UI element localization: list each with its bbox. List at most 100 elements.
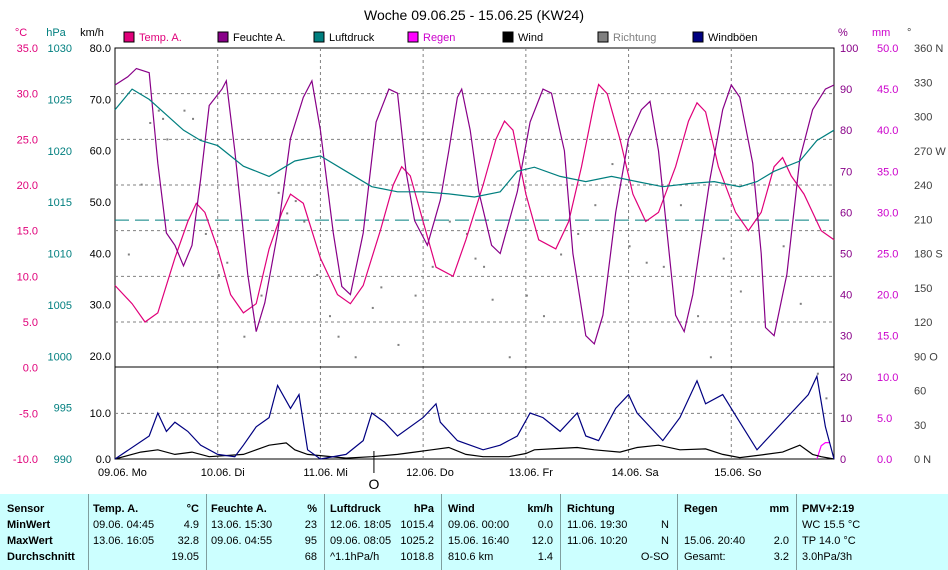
direction-dot xyxy=(697,315,700,318)
rain-tick-label: 50.0 xyxy=(877,43,898,55)
direction-dot xyxy=(739,290,742,293)
temp-tick-label: 10.0 xyxy=(17,271,38,283)
direction-dot xyxy=(337,335,340,338)
row-label-avg: Durchschnitt xyxy=(7,551,75,563)
direction-tick-label: 30 xyxy=(914,420,926,432)
pressure-max-time: 09.06. 08:05 xyxy=(330,535,392,547)
weather-chart: Woche 09.06.25 - 15.06.25 (KW24) Temp. A… xyxy=(13,7,946,492)
series-line-feuchte-a- xyxy=(114,67,835,346)
x-day-label: 10.06. Di xyxy=(201,467,245,479)
direction-dot xyxy=(448,220,451,223)
direction-unit-label: ° xyxy=(907,27,911,39)
humidity-lower-tick-label: 0 xyxy=(840,454,846,466)
series-line-windb-en xyxy=(114,374,835,460)
separator xyxy=(324,494,325,570)
direction-tick-label: 90 O xyxy=(914,351,938,363)
direction-dot xyxy=(594,204,597,207)
humidity-tick-label: 80 xyxy=(840,125,852,137)
direction-tick-label: 180 S xyxy=(914,249,943,261)
direction-dot xyxy=(799,302,802,305)
direction-dot xyxy=(525,294,528,297)
direction-tick-label: 120 xyxy=(914,317,932,329)
humidity-tick-label: 30 xyxy=(840,331,852,343)
stats-panel: Sensor MinWert MaxWert Durchschnitt Temp… xyxy=(0,494,948,570)
direction-dot xyxy=(286,212,289,215)
humidity-min-time: 13.06. 15:30 xyxy=(211,519,273,531)
stats-wind: Wind km/h 09.06. 00:00 0.0 15.06. 16:40 … xyxy=(448,494,553,570)
rain-tick-label: 40.0 xyxy=(877,125,898,137)
x-axis-labels: 09.06. Mo 10.06. Di 11.06. Mi 12.06. Do 13.0… xyxy=(98,467,761,479)
direction-dot xyxy=(397,343,400,346)
series-line-temp-a- xyxy=(114,83,835,323)
direction-dot xyxy=(277,191,280,194)
direction-dot xyxy=(709,356,712,359)
direction-tick-label: 0 N xyxy=(914,454,931,466)
x-day-label: 12.06. Do xyxy=(406,467,454,479)
rain-total-value: 3.2 xyxy=(773,551,789,563)
pressure-trend: ^1.1hPa/h xyxy=(330,551,380,563)
series-lines xyxy=(114,67,835,460)
wind-tick-label: 40.0 xyxy=(90,248,111,260)
direction-dot xyxy=(577,232,580,235)
cursor-marker[interactable]: O xyxy=(368,451,379,492)
pressure-tick-label: 1030 xyxy=(48,43,72,55)
separator xyxy=(796,494,797,570)
temp-tick-label: -5.0 xyxy=(19,408,38,420)
pressure-title: Luftdruck xyxy=(330,503,381,515)
humidity-max-time: 09.06. 04:55 xyxy=(211,535,273,547)
pressure-tick-label: 995 xyxy=(54,403,72,415)
humidity-unit-label: % xyxy=(838,27,848,39)
legend-label: Luftdruck xyxy=(329,32,375,44)
direction-max-time: 11.06. 10:20 xyxy=(567,535,628,547)
rain-tick-label: 45.0 xyxy=(877,84,898,96)
direction-max-value: N xyxy=(661,535,669,547)
direction-dot xyxy=(162,117,165,120)
direction-dot xyxy=(140,183,143,186)
direction-dot xyxy=(192,117,195,120)
direction-dot xyxy=(414,294,417,297)
direction-dot xyxy=(611,163,614,166)
legend-label: Temp. A. xyxy=(139,32,182,44)
separator xyxy=(441,494,442,570)
direction-dot xyxy=(491,298,494,301)
legend-label: Richtung xyxy=(613,32,656,44)
direction-dot xyxy=(149,121,152,124)
wind-tick-label: 70.0 xyxy=(90,94,111,106)
left-axes: 35.0 30.0 25.0 20.0 15.0 10.0 5.0 0.0 -5.0 -10.0 1… xyxy=(13,27,111,466)
stats-pmv: PMV+2:19 WC 15.5 °C TP 14.0 °C 3.0hPa/3h xyxy=(802,494,922,570)
wind-tick-label: 30.0 xyxy=(90,300,111,312)
humidity-tick-label: 60 xyxy=(840,207,852,219)
wind-lower-tick-label: 0.0 xyxy=(96,454,111,466)
stats-pressure: Luftdruck hPa 12.06. 18:05 1015.4 09.06.… xyxy=(330,494,434,570)
direction-dot xyxy=(679,204,682,207)
direction-dot xyxy=(204,232,207,235)
direction-dot xyxy=(628,245,631,248)
pressure-tick-label: 990 xyxy=(54,454,72,466)
wind-tick-label: 50.0 xyxy=(90,197,111,209)
wind-avg-value: 1.4 xyxy=(537,551,553,563)
legend-swatch xyxy=(502,31,514,43)
humidity-tick-label: 50 xyxy=(840,249,852,261)
legend-swatch xyxy=(217,31,229,43)
temp-tick-label: 30.0 xyxy=(17,89,38,101)
row-label-min: MinWert xyxy=(7,519,51,531)
wind-max-value: 12.0 xyxy=(531,535,553,547)
humidity-tick-label: 40 xyxy=(840,290,852,302)
pmv-dewpoint: TP 14.0 °C xyxy=(802,535,856,547)
temp-tick-label: 5.0 xyxy=(23,317,38,329)
pmv-windchill: WC 15.5 °C xyxy=(802,519,861,531)
temp-tick-label: -10.0 xyxy=(13,454,38,466)
direction-dot xyxy=(260,294,263,297)
x-day-label: 09.06. Mo xyxy=(98,467,147,479)
direction-dot xyxy=(508,356,511,359)
x-day-label: 13.06. Fr xyxy=(509,467,553,479)
rain-tick-label: 15.0 xyxy=(877,331,898,343)
direction-dot xyxy=(303,220,306,223)
direction-min-value: N xyxy=(661,519,669,531)
humidity-max-value: 95 xyxy=(304,535,317,547)
direction-dot xyxy=(825,397,828,400)
pressure-tick-label: 1005 xyxy=(48,300,72,312)
humidity-tick-label: 70 xyxy=(840,166,852,178)
separator xyxy=(88,494,89,570)
humidity-tick-label: 100 xyxy=(840,43,858,55)
